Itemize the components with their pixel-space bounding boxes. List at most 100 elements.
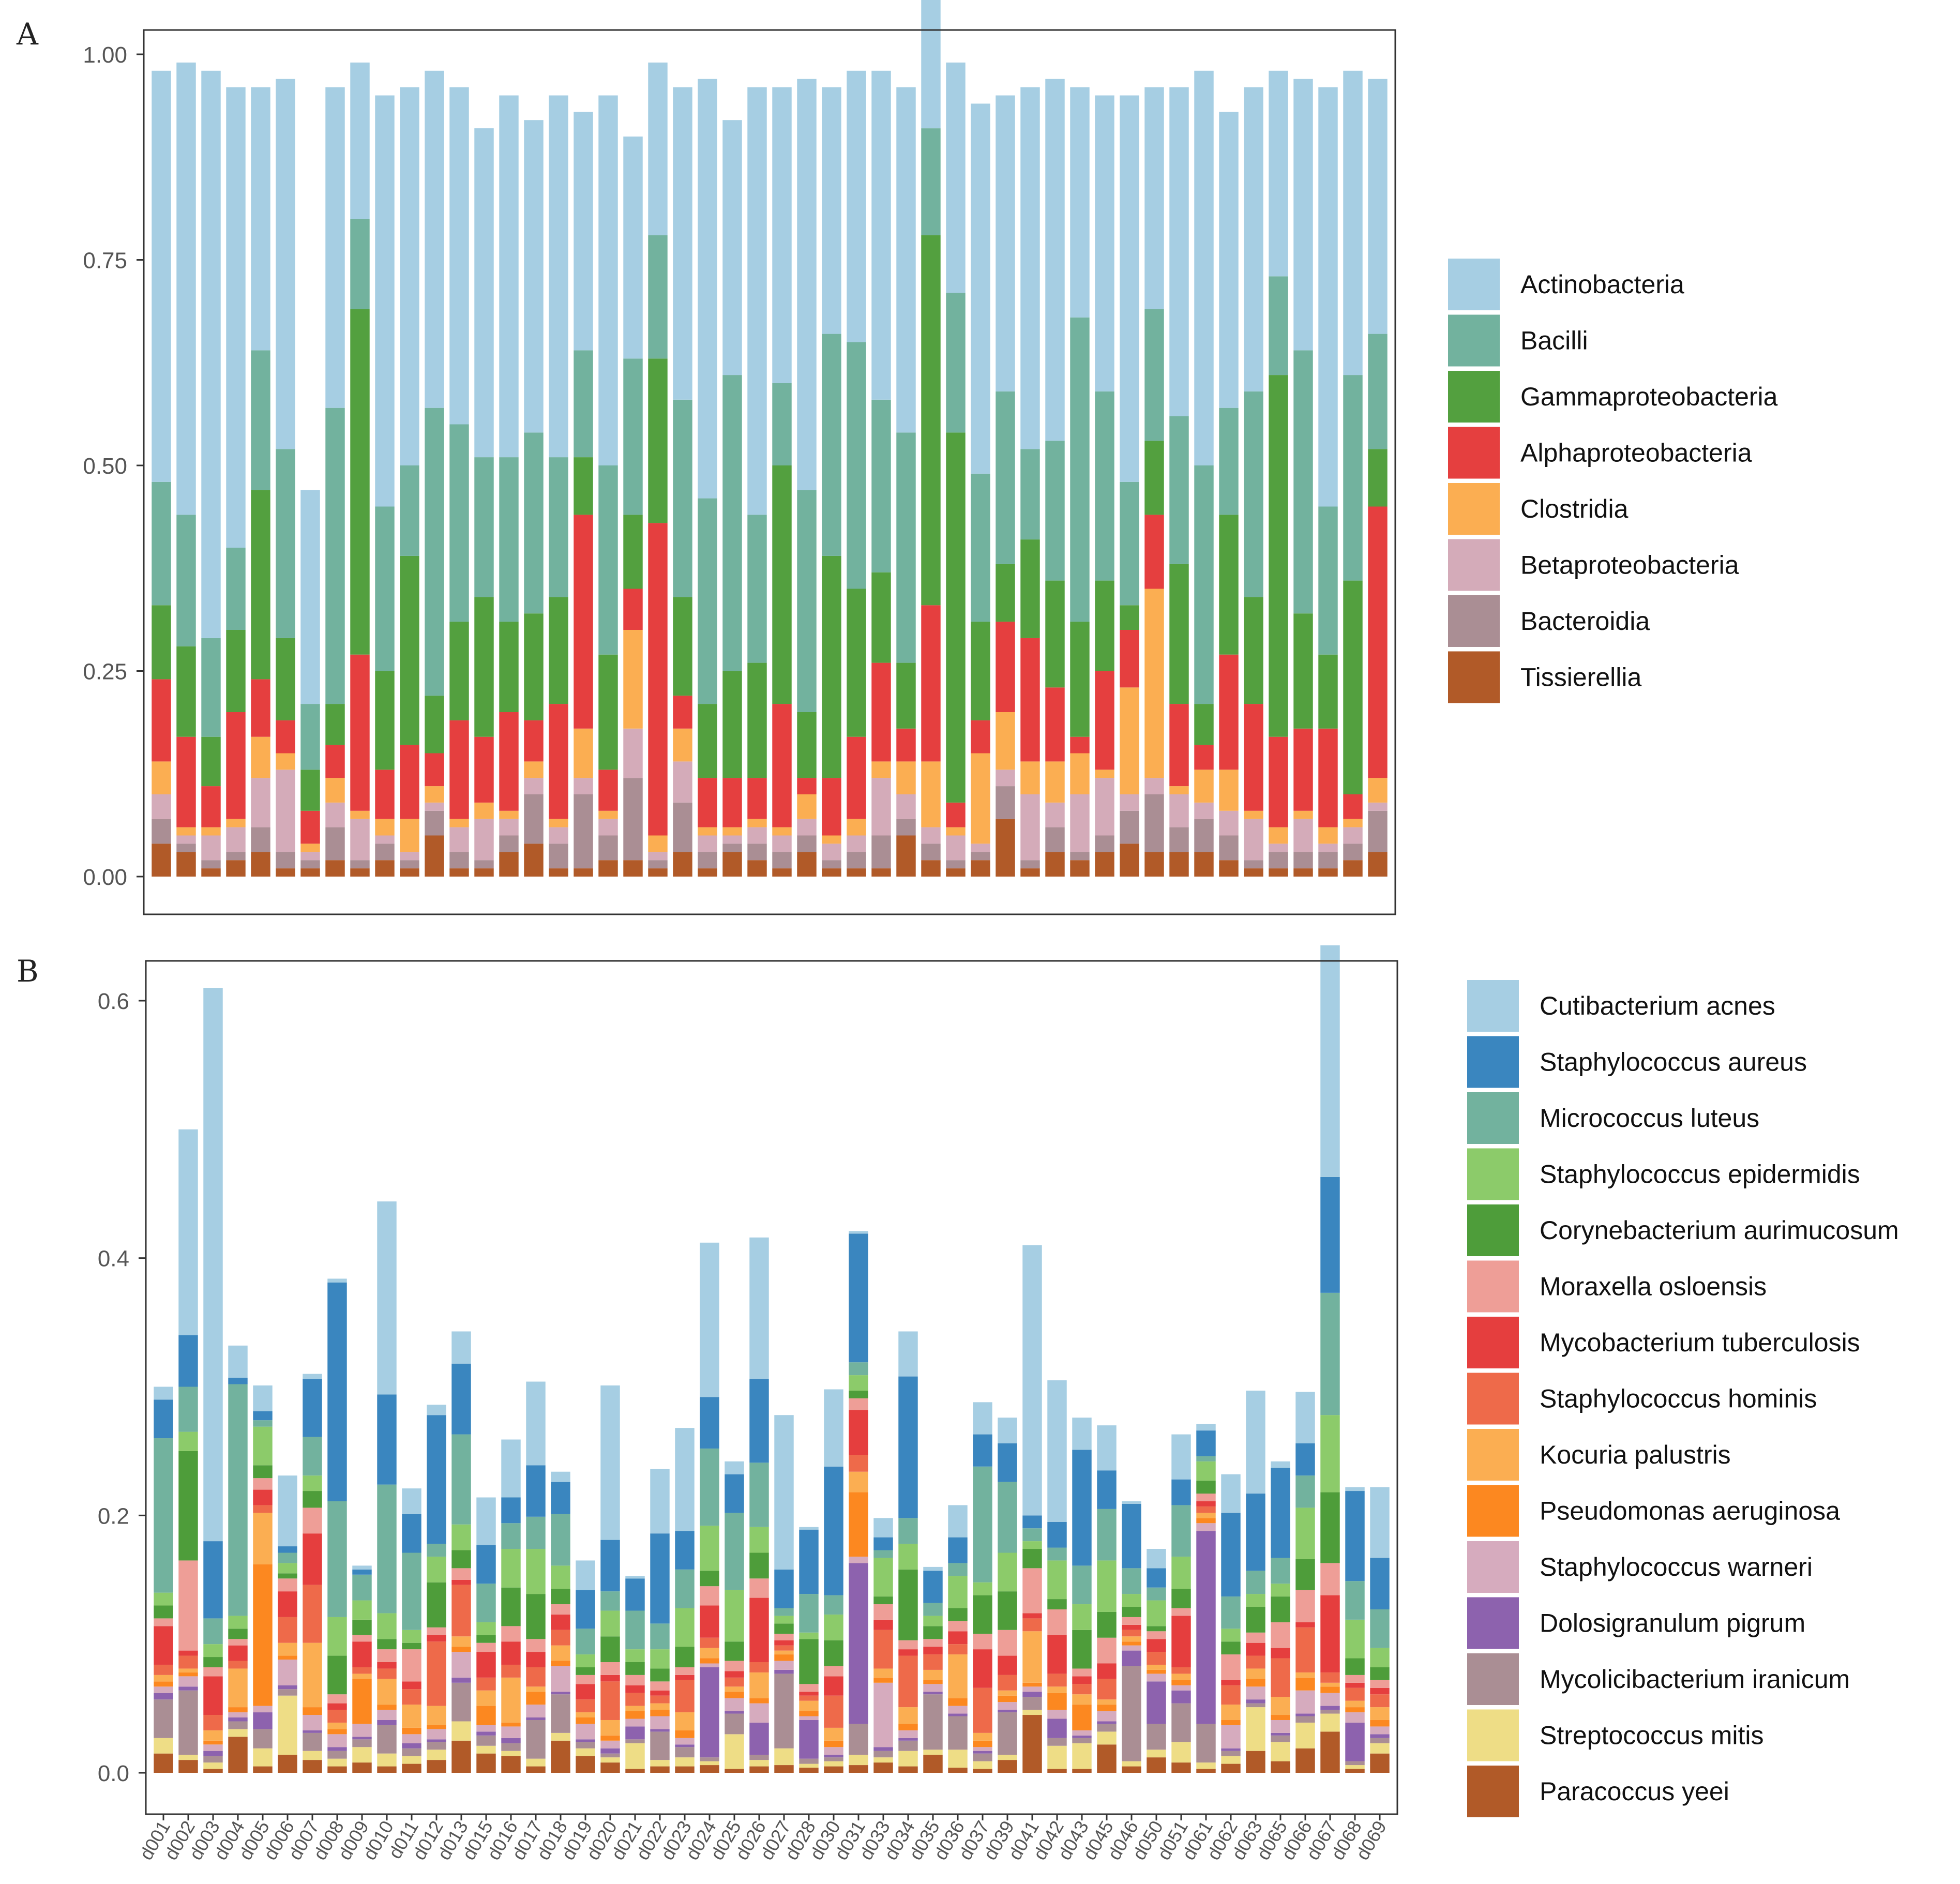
bar-segment-kocuria-palustris-d045	[1097, 1699, 1117, 1705]
bar-segment-alphaproteobacteria-d065	[1269, 736, 1288, 827]
bar-segment-alphaproteobacteria-d003	[201, 786, 221, 827]
bar-segment-tissierellia-d035	[921, 860, 941, 877]
bar-segment-cutibacterium-acnes-d012	[427, 1405, 446, 1415]
bar-segment-bacilli-d011	[400, 465, 419, 556]
bar-segment-kocuria-palustris-d062	[1221, 1705, 1241, 1720]
bar-segment-mycobacterium-tuberculosis-d003	[203, 1676, 223, 1715]
bar-segment-pseudomonas-aeruginosa-d013	[451, 1647, 471, 1652]
bar-segment-bacteroidia-d062	[1219, 835, 1239, 861]
bar-segment-paracoccus-yeei-d063	[1246, 1751, 1265, 1773]
bar-segment-cutibacterium-acnes-d066	[1295, 1392, 1315, 1443]
bar-segment-bacteroidia-d039	[996, 786, 1015, 819]
bar-segment-corynebacterium-aurimucosum-d006	[278, 1573, 297, 1579]
bar-segment-micrococcus-luteus-d039	[998, 1482, 1017, 1553]
bar-segment-pseudomonas-aeruginosa-d005	[253, 1564, 273, 1706]
bar-segment-alphaproteobacteria-d066	[1293, 728, 1313, 811]
bar-segment-kocuria-palustris-d027	[774, 1650, 794, 1655]
bar-segment-betaproteobacteria-d005	[251, 778, 270, 827]
bar-segment-moraxella-osloensis-d061	[1196, 1494, 1216, 1501]
bar-segment-mycolicibacterium-iranicum-d021	[625, 1739, 645, 1743]
bar-segment-staphylococcus-warneri-d010	[377, 1710, 397, 1720]
bar-segment-mycobacterium-tuberculosis-d016	[501, 1641, 521, 1665]
bar-segment-staphylococcus-hominis-d027	[774, 1645, 794, 1651]
legend-swatch-pseudomonas-aeruginosa	[1467, 1485, 1519, 1537]
bar-segment-tissierellia-d018	[549, 868, 568, 877]
bar-segment-bacteroidia-d009	[350, 860, 370, 869]
bar-segment-mycolicibacterium-iranicum-d025	[725, 1713, 744, 1735]
bar-segment-gammaproteobacteria-d041	[1020, 539, 1040, 638]
bar-segment-staphylococcus-epidermidis-d067	[1320, 1415, 1340, 1493]
bar-segment-cutibacterium-acnes-d042	[1047, 1380, 1067, 1522]
bar-segment-mycobacterium-tuberculosis-d024	[700, 1605, 719, 1638]
bar-segment-kocuria-palustris-d069	[1370, 1707, 1390, 1720]
bar-segment-bacteroidia-d036	[946, 860, 966, 869]
bar-segment-dolosigranulum-pigrum-d020	[600, 1748, 620, 1754]
bar-segment-pseudomonas-aeruginosa-d045	[1097, 1705, 1117, 1711]
bar-segment-cutibacterium-acnes-d062	[1221, 1474, 1241, 1513]
bar-segment-pseudomonas-aeruginosa-d006	[278, 1655, 297, 1660]
bar-segment-mycobacterium-tuberculosis-d065	[1271, 1648, 1290, 1659]
bar-segment-mycobacterium-tuberculosis-d035	[923, 1647, 943, 1655]
bar-segment-staphylococcus-warneri-d033	[873, 1682, 893, 1747]
bar-segment-betaproteobacteria-d050	[1144, 778, 1164, 794]
bar-segment-cutibacterium-acnes-d028	[799, 1527, 819, 1530]
bar-segment-staphylococcus-aureus-d069	[1370, 1558, 1390, 1609]
bar-segment-actinobacteria-d021	[623, 137, 643, 359]
bar-segment-pseudomonas-aeruginosa-d031	[849, 1492, 868, 1557]
bar-segment-tissierellia-d010	[375, 860, 395, 877]
bar-segment-bacteroidia-d025	[722, 843, 742, 852]
bar-segment-gammaproteobacteria-d062	[1219, 515, 1239, 655]
bar-segment-kocuria-palustris-d006	[278, 1642, 297, 1656]
bar-segment-staphylococcus-aureus-d003	[203, 1541, 223, 1619]
bar-segment-mycolicibacterium-iranicum-d067	[1320, 1710, 1340, 1714]
bar-segment-staphylococcus-aureus-d041	[1022, 1515, 1042, 1529]
bar-segment-staphylococcus-warneri-d018	[551, 1666, 570, 1692]
bar-segment-staphylococcus-epidermidis-d030	[824, 1614, 843, 1640]
bar-segment-moraxella-osloensis-d063	[1246, 1632, 1265, 1643]
bar-segment-mycolicibacterium-iranicum-d045	[1097, 1724, 1117, 1732]
bar-segment-streptococcus-mitis-d013	[451, 1721, 471, 1741]
bar-segment-micrococcus-luteus-d015	[476, 1584, 496, 1622]
bar-segment-actinobacteria-d045	[1095, 95, 1114, 391]
bar-segment-dolosigranulum-pigrum-d016	[501, 1738, 521, 1743]
bar-segment-staphylococcus-hominis-d036	[948, 1644, 968, 1655]
bar-segment-dolosigranulum-pigrum-d024	[700, 1667, 719, 1758]
legend-label-dolosigranulum-pigrum: Dolosigranulum pigrum	[1540, 1609, 1805, 1638]
bar-segment-bacteroidia-d026	[747, 843, 767, 861]
bar-segment-staphylococcus-hominis-d039	[998, 1675, 1017, 1691]
bar-segment-micrococcus-luteus-d035	[923, 1603, 943, 1616]
bar-segment-staphylococcus-aureus-d063	[1246, 1494, 1265, 1571]
bar-segment-staphylococcus-warneri-d020	[600, 1740, 620, 1749]
bar-segment-streptococcus-mitis-d030	[824, 1761, 843, 1767]
bar-segment-alphaproteobacteria-d050	[1144, 515, 1164, 589]
bar-segment-kocuria-palustris-d063	[1246, 1668, 1265, 1679]
bar-segment-tissierellia-d039	[996, 819, 1015, 877]
bar-segment-mycolicibacterium-iranicum-d036	[948, 1716, 968, 1750]
bar-segment-dolosigranulum-pigrum-d065	[1271, 1732, 1290, 1736]
bar-segment-micrococcus-luteus-d045	[1097, 1509, 1117, 1561]
legend-swatch-betaproteobacteria	[1448, 539, 1500, 591]
bar-segment-corynebacterium-aurimucosum-d001	[154, 1605, 173, 1619]
bar-segment-alphaproteobacteria-d031	[847, 736, 866, 819]
bar-segment-streptococcus-mitis-d011	[402, 1756, 421, 1764]
bar-segment-alphaproteobacteria-d033	[871, 662, 891, 762]
bar-segment-kocuria-palustris-d050	[1147, 1664, 1166, 1670]
bar-segment-gammaproteobacteria-d013	[449, 622, 469, 720]
bar-segment-micrococcus-luteus-d004	[228, 1384, 248, 1616]
bar-segment-mycobacterium-tuberculosis-d042	[1047, 1635, 1067, 1674]
bar-segment-staphylococcus-hominis-d062	[1221, 1685, 1241, 1705]
bar-segment-gammaproteobacteria-d027	[772, 465, 792, 704]
bar-segment-staphylococcus-aureus-d005	[253, 1411, 273, 1421]
bar-segment-micrococcus-luteus-d003	[203, 1618, 223, 1645]
bar-segment-bacilli-d031	[847, 342, 866, 589]
bar-segment-actinobacteria-d066	[1293, 79, 1313, 351]
bar-segment-paracoccus-yeei-d030	[824, 1766, 843, 1773]
bar-segment-moraxella-osloensis-d050	[1147, 1631, 1166, 1639]
bar-segment-cutibacterium-acnes-d036	[948, 1505, 968, 1538]
bar-segment-paracoccus-yeei-d011	[402, 1764, 421, 1773]
bar-segment-gammaproteobacteria-d045	[1095, 580, 1114, 671]
bar-segment-paracoccus-yeei-d069	[1370, 1753, 1390, 1773]
bar-segment-alphaproteobacteria-d002	[176, 736, 196, 827]
bar-segment-micrococcus-luteus-d030	[824, 1595, 843, 1615]
